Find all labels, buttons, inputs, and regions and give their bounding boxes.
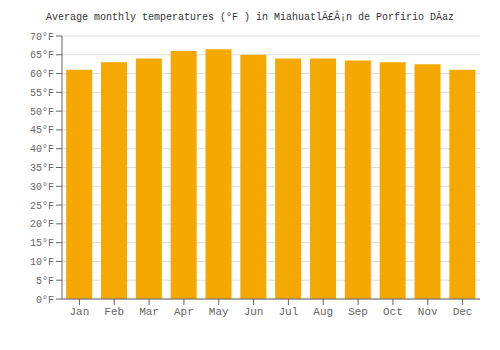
svg-text:0°F: 0°F [36, 295, 54, 306]
svg-text:Jun: Jun [244, 306, 264, 318]
svg-text:25°F: 25°F [30, 201, 54, 212]
svg-text:Mar: Mar [139, 306, 159, 318]
svg-text:45°F: 45°F [30, 125, 54, 136]
svg-text:30°F: 30°F [30, 182, 54, 193]
svg-text:20°F: 20°F [30, 219, 54, 230]
svg-text:5°F: 5°F [36, 276, 54, 287]
svg-text:70°F: 70°F [30, 32, 54, 43]
svg-text:15°F: 15°F [30, 238, 54, 249]
html-text:Average monthly temperatures (: Average monthly temperatures (°F ) in Mi… [46, 12, 454, 23]
svg-text:10°F: 10°F [30, 257, 54, 268]
svg-text:Aug: Aug [313, 306, 333, 318]
svg-text:55°F: 55°F [30, 88, 54, 99]
svg-text:Jan: Jan [70, 306, 90, 318]
svg-text:Nov: Nov [418, 306, 438, 318]
svg-text:May: May [209, 306, 229, 318]
svg-text:Oct: Oct [383, 306, 403, 318]
svg-text:Dec: Dec [453, 306, 473, 318]
svg-text:Jul: Jul [279, 306, 299, 318]
svg-text:60°F: 60°F [30, 69, 54, 80]
svg-text:Feb: Feb [104, 306, 124, 318]
svg-text:50°F: 50°F [30, 107, 54, 118]
svg-text:35°F: 35°F [30, 163, 54, 174]
svg-text:Apr: Apr [174, 306, 194, 318]
svg-text:40°F: 40°F [30, 144, 54, 155]
svg-text:Sep: Sep [348, 306, 368, 318]
svg-text:65°F: 65°F [30, 50, 54, 61]
